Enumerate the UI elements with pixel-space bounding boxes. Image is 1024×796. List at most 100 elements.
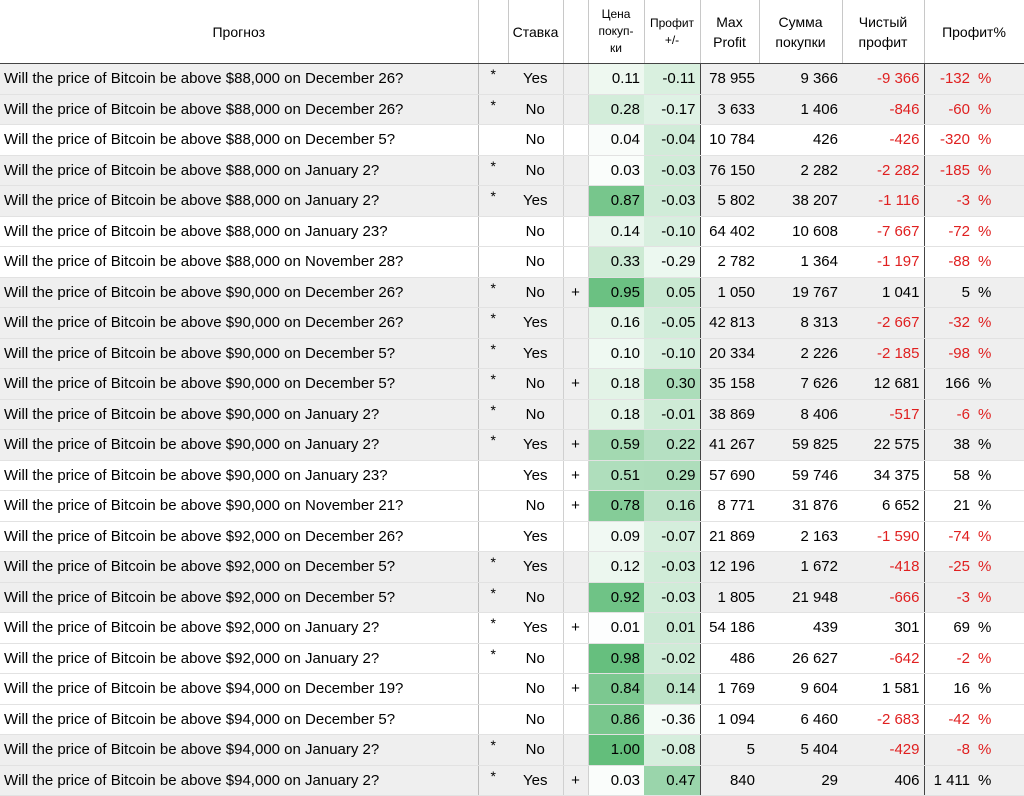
star-marker: *	[478, 63, 508, 95]
max-profit-cell: 486	[699, 643, 759, 674]
star-marker	[478, 490, 508, 522]
plus-marker	[563, 246, 588, 278]
header-sum-line1: Сумма	[778, 13, 823, 30]
percent-unit: %	[972, 337, 1024, 369]
net-profit-cell: -429	[842, 734, 924, 766]
table-row[interactable]: Will the price of Bitcoin be above $88,0…	[0, 63, 1024, 95]
bet-cell: Yes	[508, 63, 564, 95]
price-cell: 0.18	[587, 368, 644, 400]
table-row[interactable]: Will the price of Bitcoin be above $90,0…	[0, 459, 1024, 491]
table-row[interactable]: Will the price of Bitcoin be above $88,0…	[0, 216, 1024, 247]
header-profit-line2: +/-	[664, 32, 680, 47]
table-row[interactable]: Will the price of Bitcoin be above $88,0…	[0, 185, 1024, 217]
table-row[interactable]: Will the price of Bitcoin be above $90,0…	[0, 368, 1024, 400]
profit-delta-cell: -0.29	[644, 246, 700, 278]
question-cell: Will the price of Bitcoin be above $88,0…	[0, 246, 479, 278]
header-bet[interactable]: Ставка	[508, 0, 564, 64]
header-purchase-sum[interactable]: Сумма покупки	[759, 0, 843, 64]
header-profit-delta[interactable]: Профит +/-	[644, 0, 701, 64]
percent-unit: %	[972, 94, 1024, 125]
table-row[interactable]: Will the price of Bitcoin be above $92,0…	[0, 612, 1024, 644]
star-marker	[478, 704, 508, 735]
header-price[interactable]: Цена покуп- ки	[588, 0, 645, 64]
profit-percent-cell: 1 411	[923, 765, 972, 796]
header-star[interactable]	[478, 0, 509, 64]
price-cell: 0.51	[587, 459, 644, 491]
table-row[interactable]: Will the price of Bitcoin be above $90,0…	[0, 398, 1024, 430]
purchase-sum-cell: 9 366	[759, 63, 842, 95]
percent-unit: %	[972, 63, 1024, 95]
price-cell: 0.11	[587, 63, 644, 95]
profit-percent-cell: -72	[923, 216, 972, 247]
table-row[interactable]: Will the price of Bitcoin be above $90,0…	[0, 490, 1024, 522]
profit-percent-cell: 38	[923, 429, 972, 461]
table-row[interactable]: Will the price of Bitcoin be above $88,0…	[0, 155, 1024, 186]
bet-cell: No	[508, 246, 564, 278]
table-row[interactable]: Will the price of Bitcoin be above $92,0…	[0, 643, 1024, 674]
bet-cell: Yes	[508, 307, 564, 339]
percent-unit: %	[972, 551, 1024, 583]
header-plus[interactable]	[563, 0, 589, 64]
table-row[interactable]: Will the price of Bitcoin be above $88,0…	[0, 246, 1024, 278]
question-cell: Will the price of Bitcoin be above $94,0…	[0, 704, 479, 735]
max-profit-cell: 1 769	[699, 673, 759, 705]
net-profit-cell: -2 185	[842, 337, 924, 369]
percent-unit: %	[972, 582, 1024, 613]
plus-marker	[563, 63, 588, 95]
question-cell: Will the price of Bitcoin be above $92,0…	[0, 612, 479, 644]
max-profit-cell: 42 813	[699, 307, 759, 339]
header-profit-percent[interactable]: Профит%	[924, 0, 1024, 64]
profit-percent-cell: -320	[923, 124, 972, 156]
table-row[interactable]: Will the price of Bitcoin be above $88,0…	[0, 94, 1024, 125]
table-row[interactable]: Will the price of Bitcoin be above $90,0…	[0, 276, 1024, 308]
bet-cell: No	[508, 734, 564, 766]
table-row[interactable]: Will the price of Bitcoin be above $94,0…	[0, 704, 1024, 735]
purchase-sum-cell: 5 404	[759, 734, 842, 766]
plus-marker: +	[563, 673, 588, 705]
percent-unit: %	[972, 673, 1024, 705]
header-max-profit[interactable]: Max Profit	[700, 0, 760, 64]
bet-cell: No	[508, 704, 564, 735]
table-body: Will the price of Bitcoin be above $88,0…	[0, 63, 1024, 796]
plus-marker	[563, 307, 588, 339]
purchase-sum-cell: 19 767	[759, 276, 842, 308]
header-net-line2: профит	[858, 33, 908, 50]
profit-delta-cell: -0.11	[644, 63, 700, 95]
bet-cell: No	[508, 276, 564, 308]
profit-delta-cell: 0.01	[644, 612, 700, 644]
table-row[interactable]: Will the price of Bitcoin be above $92,0…	[0, 582, 1024, 613]
purchase-sum-cell: 439	[759, 612, 842, 644]
table-row[interactable]: Will the price of Bitcoin be above $90,0…	[0, 337, 1024, 369]
table-row[interactable]: Will the price of Bitcoin be above $88,0…	[0, 124, 1024, 156]
max-profit-cell: 54 186	[699, 612, 759, 644]
max-profit-cell: 10 784	[699, 124, 759, 156]
table-row[interactable]: Will the price of Bitcoin be above $90,0…	[0, 307, 1024, 339]
max-profit-cell: 64 402	[699, 216, 759, 247]
question-cell: Will the price of Bitcoin be above $92,0…	[0, 551, 479, 583]
table-row[interactable]: Will the price of Bitcoin be above $94,0…	[0, 673, 1024, 705]
profit-percent-cell: 58	[923, 459, 972, 491]
header-net-profit[interactable]: Чистый профит	[842, 0, 925, 64]
purchase-sum-cell: 26 627	[759, 643, 842, 674]
table-row[interactable]: Will the price of Bitcoin be above $90,0…	[0, 429, 1024, 461]
header-price-line2: покуп-	[598, 24, 634, 38]
table-row[interactable]: Will the price of Bitcoin be above $94,0…	[0, 734, 1024, 766]
purchase-sum-cell: 8 406	[759, 398, 842, 430]
net-profit-cell: -666	[842, 582, 924, 613]
profit-percent-cell: 5	[923, 276, 972, 308]
question-cell: Will the price of Bitcoin be above $88,0…	[0, 63, 479, 95]
question-cell: Will the price of Bitcoin be above $90,0…	[0, 490, 479, 522]
table-row[interactable]: Will the price of Bitcoin be above $94,0…	[0, 765, 1024, 796]
net-profit-cell: 6 652	[842, 490, 924, 522]
header-forecast[interactable]: Прогноз	[0, 0, 479, 64]
plus-marker: +	[563, 765, 588, 796]
question-cell: Will the price of Bitcoin be above $88,0…	[0, 155, 479, 186]
table-row[interactable]: Will the price of Bitcoin be above $92,0…	[0, 551, 1024, 583]
star-marker: *	[478, 612, 508, 644]
table-row[interactable]: Will the price of Bitcoin be above $92,0…	[0, 521, 1024, 552]
question-cell: Will the price of Bitcoin be above $94,0…	[0, 765, 479, 796]
star-marker: *	[478, 398, 508, 430]
percent-unit: %	[972, 612, 1024, 644]
profit-delta-cell: -0.03	[644, 155, 700, 186]
price-cell: 0.87	[587, 185, 644, 217]
